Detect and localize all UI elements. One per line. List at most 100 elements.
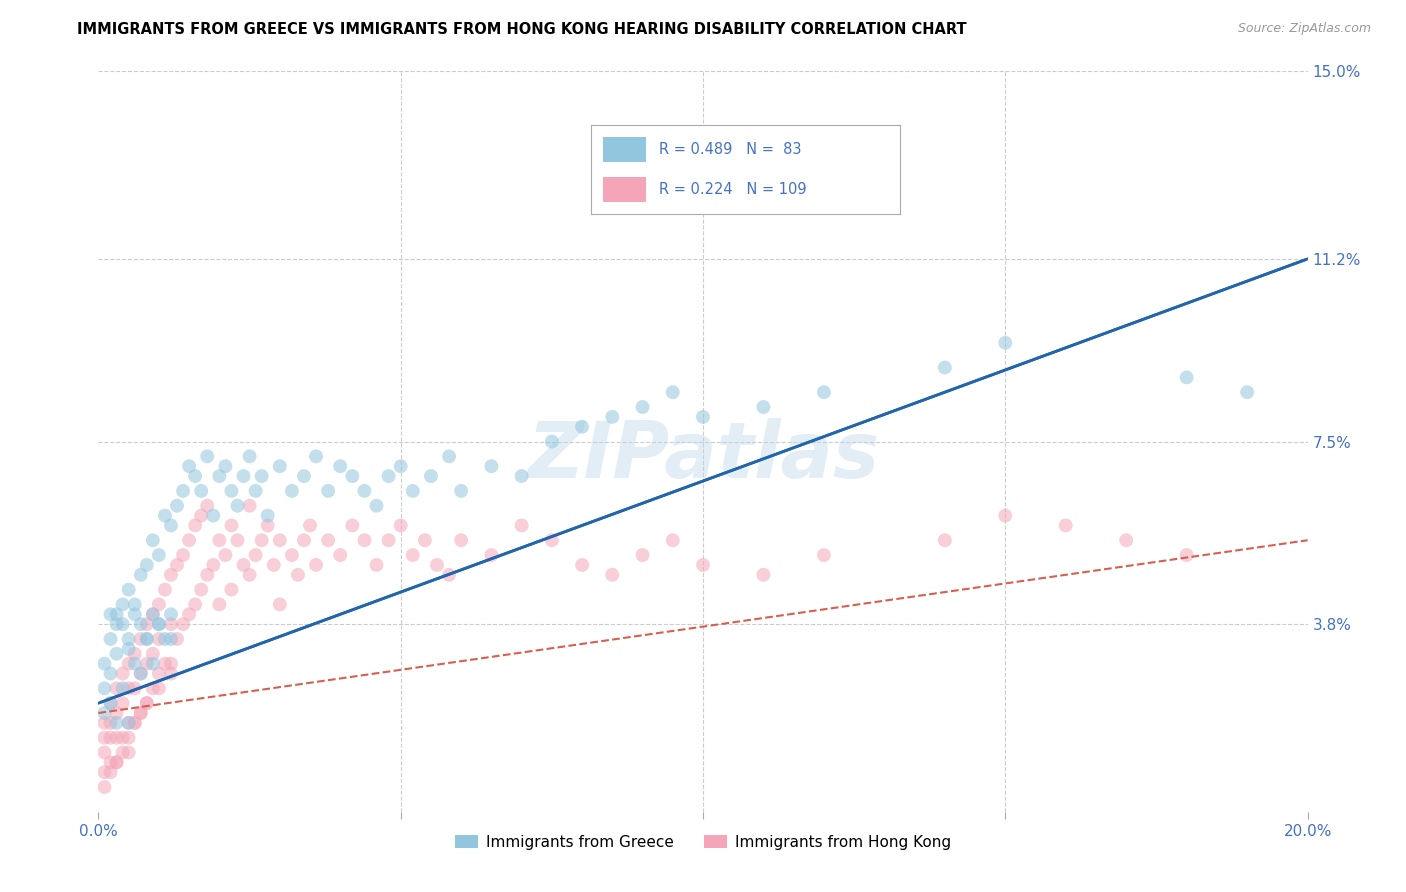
Point <box>111 666 134 681</box>
Point <box>481 459 503 474</box>
Point <box>135 632 157 646</box>
Point <box>100 696 122 710</box>
Point <box>100 756 122 770</box>
Point <box>631 548 654 562</box>
Point <box>135 657 157 671</box>
Point <box>111 731 134 745</box>
Point <box>93 706 115 720</box>
Point <box>221 518 243 533</box>
Point <box>250 533 273 548</box>
Point <box>105 647 128 661</box>
Point <box>269 459 291 474</box>
Point <box>232 469 254 483</box>
Point <box>329 548 352 562</box>
Text: IMMIGRANTS FROM GREECE VS IMMIGRANTS FROM HONG KONG HEARING DISABILITY CORRELATI: IMMIGRANTS FROM GREECE VS IMMIGRANTS FRO… <box>77 22 967 37</box>
Point <box>437 567 460 582</box>
Point <box>118 681 141 696</box>
Text: R = 0.224   N = 109: R = 0.224 N = 109 <box>658 182 806 196</box>
Point <box>129 567 152 582</box>
Point <box>142 647 165 661</box>
Text: ZIPatlas: ZIPatlas <box>527 418 879 494</box>
Point <box>342 518 364 533</box>
Legend: Immigrants from Greece, Immigrants from Hong Kong: Immigrants from Greece, Immigrants from … <box>449 829 957 856</box>
Point <box>389 518 412 533</box>
Point <box>111 681 134 696</box>
Point <box>256 518 278 533</box>
Point <box>413 533 436 548</box>
Point <box>172 617 194 632</box>
Point <box>661 533 683 548</box>
Point <box>100 731 122 745</box>
Point <box>402 483 425 498</box>
Point <box>184 598 207 612</box>
Point <box>281 548 304 562</box>
Point <box>195 499 218 513</box>
Point <box>256 508 278 523</box>
Point <box>160 632 183 646</box>
Point <box>172 548 194 562</box>
Point <box>100 607 122 622</box>
Point <box>631 400 654 414</box>
Point <box>129 617 152 632</box>
Point <box>202 558 225 572</box>
Point <box>142 533 165 548</box>
Point <box>540 533 562 548</box>
Point <box>129 666 152 681</box>
FancyBboxPatch shape <box>603 177 647 202</box>
Point <box>426 558 449 572</box>
Point <box>184 469 207 483</box>
Point <box>226 533 249 548</box>
Point <box>160 666 183 681</box>
Point <box>281 483 304 498</box>
Point <box>353 533 375 548</box>
Point <box>1175 370 1198 384</box>
Point <box>316 483 339 498</box>
Point <box>813 548 835 562</box>
Point <box>148 632 170 646</box>
Point <box>239 450 262 464</box>
Point <box>245 548 267 562</box>
Point <box>148 617 170 632</box>
Point <box>221 483 243 498</box>
Point <box>166 632 188 646</box>
Point <box>118 715 141 730</box>
Point <box>437 450 460 464</box>
Point <box>118 731 141 745</box>
Point <box>105 617 128 632</box>
Point <box>135 558 157 572</box>
Point <box>124 657 146 671</box>
Point <box>129 666 152 681</box>
Point <box>269 598 291 612</box>
Point <box>994 335 1017 350</box>
Text: Source: ZipAtlas.com: Source: ZipAtlas.com <box>1237 22 1371 36</box>
Point <box>366 558 388 572</box>
Point <box>510 469 533 483</box>
Point <box>353 483 375 498</box>
Point <box>389 459 412 474</box>
Point <box>214 548 236 562</box>
Point <box>420 469 443 483</box>
Point <box>263 558 285 572</box>
Point <box>100 666 122 681</box>
Point <box>105 715 128 730</box>
Point <box>450 533 472 548</box>
Point <box>124 598 146 612</box>
Point <box>142 607 165 622</box>
Point <box>118 582 141 597</box>
Point <box>160 518 183 533</box>
Point <box>129 632 152 646</box>
Point <box>93 780 115 794</box>
Point <box>100 715 122 730</box>
Point <box>160 567 183 582</box>
Point <box>148 617 170 632</box>
Point <box>153 582 176 597</box>
Point <box>239 499 262 513</box>
Point <box>93 681 115 696</box>
Point <box>124 715 146 730</box>
Point <box>118 632 141 646</box>
Point <box>166 499 188 513</box>
Point <box>93 715 115 730</box>
Point <box>305 558 328 572</box>
Point <box>292 469 315 483</box>
Point <box>135 617 157 632</box>
